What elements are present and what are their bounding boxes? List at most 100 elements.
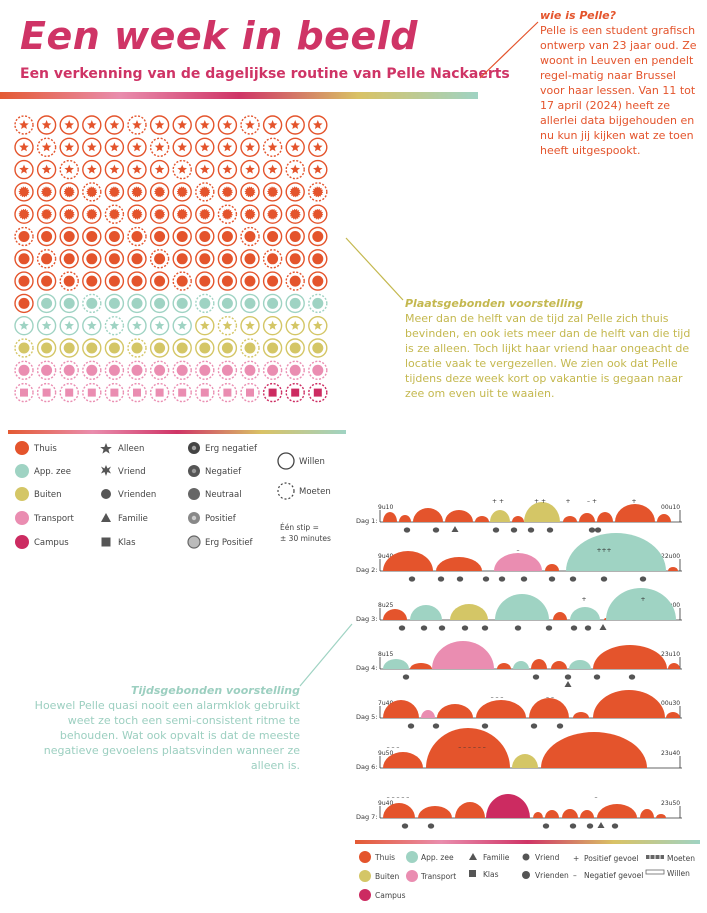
company-marker: [545, 625, 553, 631]
grid-dot: [240, 360, 260, 380]
legend-transport-swatch: [15, 511, 29, 525]
activity-arc: [573, 712, 589, 718]
grid-dot-glyph: [154, 142, 165, 152]
l2-buiten-swatch: [359, 870, 371, 882]
grid-dot: [195, 115, 215, 135]
plaats-connector: [345, 237, 404, 301]
activity-arc: [432, 641, 494, 669]
grid-dot: [149, 159, 170, 180]
grid-dot-glyph: [199, 186, 211, 198]
l2-familie: Familie: [483, 853, 510, 862]
grid-dot-glyph: [200, 320, 210, 330]
grid-dot: [172, 137, 192, 158]
grid-dot: [127, 316, 147, 336]
grid-dot: [217, 204, 238, 224]
grid-dot-glyph: [131, 231, 143, 242]
legend-buiten-swatch: [15, 487, 29, 501]
legend-vrienden: Vrienden: [118, 490, 156, 500]
activity-arc: [580, 810, 594, 818]
grid-dot: [14, 338, 34, 358]
grid-dot-glyph: [86, 364, 98, 376]
activity-arc: [562, 809, 578, 818]
activity-arc: [640, 809, 654, 818]
grid-dot: [104, 137, 125, 158]
company-marker: [438, 625, 446, 631]
l2-willen: Willen: [667, 869, 690, 878]
activity-arc: [497, 663, 511, 669]
activity-arc: [455, 802, 485, 818]
grid-dot: [217, 338, 238, 358]
grid-dot: [285, 159, 305, 180]
grid-dot: [14, 271, 34, 291]
grid-dot-glyph: [267, 364, 279, 376]
grid-dot: [262, 182, 283, 202]
day-start-time: 8u15: [378, 651, 393, 658]
grid-dot-glyph: [245, 164, 255, 174]
company-marker: [628, 674, 636, 680]
grid-dot-glyph: [200, 142, 210, 152]
activity-arc: [418, 806, 452, 818]
grid-dot: [285, 382, 305, 403]
grid-dot: [172, 159, 192, 180]
neutraal-icon: [188, 488, 200, 500]
grid-dot: [59, 182, 79, 202]
grid-dot: [59, 360, 79, 380]
legend-willen-moeten: Willen Moeten Één stip = ± 30 minutes: [277, 452, 331, 543]
page-subtitle: Een verkenning van de dagelijkse routine…: [20, 66, 510, 82]
activity-arc: [551, 661, 567, 669]
grid-dot-glyph: [41, 208, 52, 220]
grid-dot-glyph: [199, 275, 211, 287]
grid-dot-glyph: [155, 388, 164, 397]
grid-dot: [285, 271, 305, 291]
l2-campus-swatch: [359, 889, 371, 901]
legend-gevoel: Erg negatief Negatief Neutraal Positief …: [187, 442, 258, 549]
activity-arc: [399, 515, 411, 522]
feeling-marker: +++: [596, 547, 611, 554]
grid-dot: [262, 204, 283, 224]
grid-dot: [82, 182, 102, 202]
moeten-ring-icon: [277, 482, 295, 500]
activity-arc: [410, 605, 442, 620]
grid-dot-glyph: [267, 186, 278, 198]
grid-dot-glyph: [131, 208, 143, 220]
grid-dot: [59, 249, 79, 269]
grid-dot: [127, 204, 147, 224]
grid-dot-glyph: [41, 320, 52, 330]
l2-zee-swatch: [406, 851, 418, 863]
grid-dot-glyph: [87, 388, 96, 397]
grid-dot-glyph: [267, 253, 279, 265]
grid-dot-glyph: [267, 120, 278, 129]
grid-dot: [149, 182, 170, 202]
day-start-time: 9u40: [378, 800, 393, 807]
grid-dot-glyph: [154, 320, 165, 330]
grid-dot: [285, 338, 305, 358]
grid-dot-glyph: [87, 120, 97, 129]
legend-bottom: Thuis App. zee Buiten Transport Campus F…: [359, 851, 695, 901]
activity-arc: [437, 704, 473, 718]
grid-dot: [127, 182, 147, 202]
activity-arc: [421, 710, 435, 718]
feeling-marker: –: [517, 547, 520, 554]
company-marker: [456, 576, 464, 582]
legend-buiten: Buiten: [34, 490, 62, 500]
grid-dot-glyph: [108, 231, 120, 242]
timeline-day-6: Dag 6:9u50 23u40 – – – – – – – – –: [356, 728, 682, 771]
grid-dot: [36, 182, 57, 202]
grid-dot-glyph: [18, 364, 30, 376]
grid-dot-glyph: [244, 231, 256, 242]
willen-ring-icon: [277, 452, 295, 470]
grid-dot-glyph: [268, 388, 277, 397]
grid-dot: [172, 226, 192, 247]
grid-dot-glyph: [86, 186, 98, 198]
grid-dot: [217, 115, 238, 135]
tijd-connector: [299, 623, 353, 687]
company-marker: [461, 625, 469, 631]
grid-dot-glyph: [19, 320, 29, 330]
day-label: Dag 1:: [356, 517, 378, 525]
grid-dot-glyph: [19, 120, 29, 129]
grid-dot: [240, 137, 260, 158]
grid-dot-glyph: [131, 275, 143, 287]
grid-dot-glyph: [131, 342, 143, 354]
grid-dot: [262, 137, 283, 158]
activity-arc: [513, 661, 529, 669]
